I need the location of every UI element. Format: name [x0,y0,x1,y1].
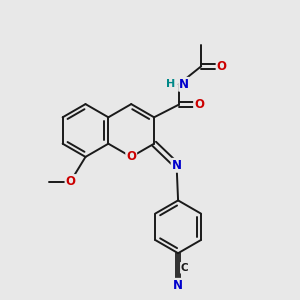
Text: N: N [172,159,182,172]
Text: O: O [217,60,226,73]
Text: N: N [173,279,183,292]
Text: O: O [194,98,204,111]
Text: N: N [179,78,189,91]
Text: H: H [166,79,176,89]
Text: O: O [65,175,76,188]
Text: C: C [181,263,188,273]
Text: O: O [126,150,136,164]
